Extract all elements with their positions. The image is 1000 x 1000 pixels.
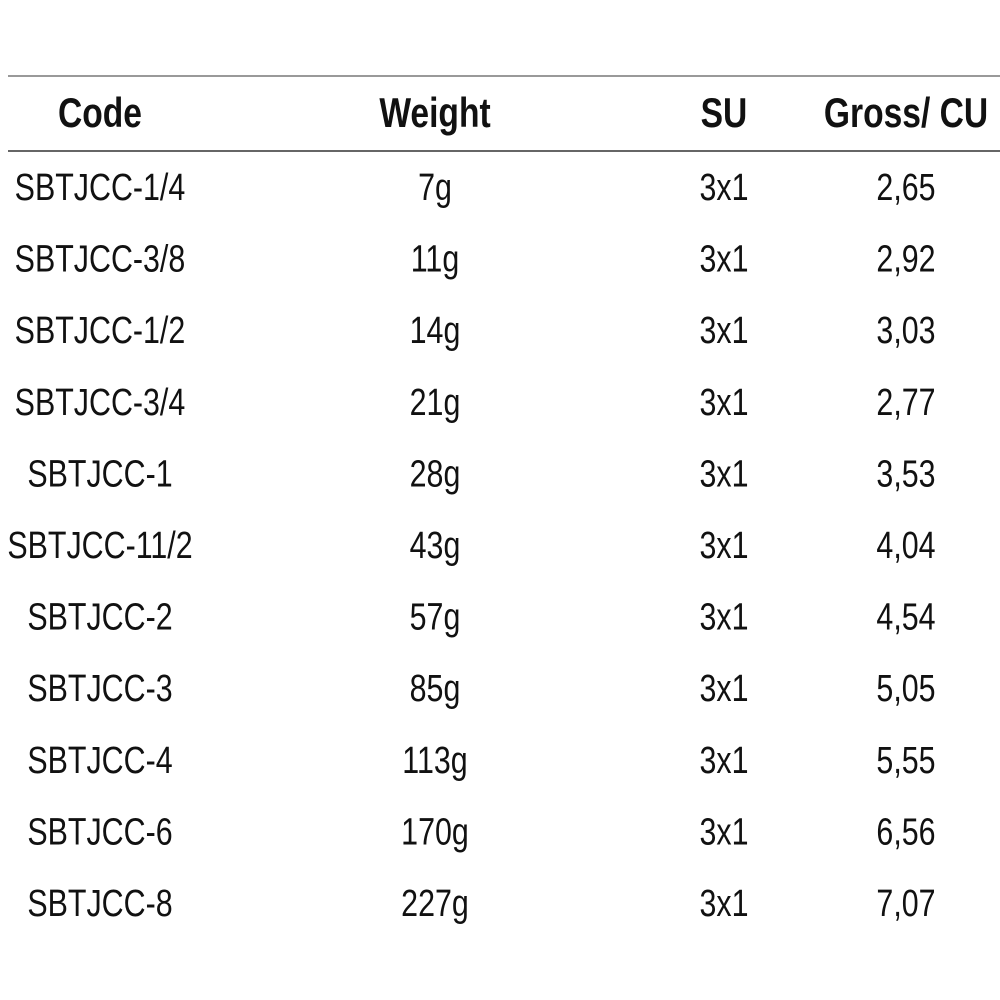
table-cell: 3,03 (876, 310, 935, 352)
table-cell: 6,56 (876, 811, 935, 853)
table-cell: 4,54 (876, 597, 935, 639)
table-cell: 3x1 (699, 668, 748, 710)
table-cell: 21g (410, 382, 461, 424)
table-cell: 3x1 (699, 453, 748, 495)
table-cell: 14g (410, 310, 461, 352)
table-cell: SBTJCC-8 (27, 883, 172, 925)
table-cell: 2,65 (876, 167, 935, 209)
table-cell: SBTJCC-1 (27, 453, 172, 495)
column-header: Code (58, 91, 142, 137)
table-cell: SBTJCC-3 (27, 668, 172, 710)
table-cell: 3x1 (699, 167, 748, 209)
table-cell: 2,77 (876, 382, 935, 424)
table-cell: SBTJCC-3/8 (15, 239, 186, 281)
table-cell: 3x1 (699, 597, 748, 639)
table-cell: 7g (418, 167, 452, 209)
table-cell: SBTJCC-4 (27, 740, 172, 782)
table-cell: 3x1 (699, 382, 748, 424)
table-cell: 5,05 (876, 668, 935, 710)
table-cell: 28g (410, 453, 461, 495)
table-cell: 7,07 (876, 883, 935, 925)
table-cell: 5,55 (876, 740, 935, 782)
table-cell: 3x1 (699, 811, 748, 853)
table-cell: SBTJCC-2 (27, 597, 172, 639)
table-cell: 3x1 (699, 239, 748, 281)
table-cell: 3x1 (699, 740, 748, 782)
table-cell: 43g (410, 525, 461, 567)
table-cell: 170g (401, 811, 469, 853)
table-cell: 3x1 (699, 525, 748, 567)
cells: Code Weight SU Gross/ CU SBTJCC-1/4 7g 3x1 2,65… (7, 91, 988, 925)
table-cell: 3,53 (876, 453, 935, 495)
table-cell: SBTJCC-3/4 (15, 382, 186, 424)
table-cell: 57g (410, 597, 461, 639)
table-cell: 85g (410, 668, 461, 710)
table-cell: 113g (402, 740, 467, 782)
table-cell: 3x1 (699, 883, 748, 925)
column-header: Gross/ CU (824, 91, 988, 137)
table-cell: SBTJCC-6 (27, 811, 172, 853)
table-cell: 227g (401, 883, 469, 925)
column-header: Weight (379, 91, 491, 137)
table-cell: 2,92 (876, 239, 935, 281)
table-cell: 11g (411, 239, 459, 281)
table-cell: 3x1 (699, 310, 748, 352)
table-cell: SBTJCC-11/2 (7, 525, 192, 567)
table-cell: SBTJCC-1/2 (15, 310, 186, 352)
column-header: SU (701, 91, 748, 137)
table-cell: SBTJCC-1/4 (15, 167, 186, 209)
table-cell: 4,04 (876, 525, 935, 567)
